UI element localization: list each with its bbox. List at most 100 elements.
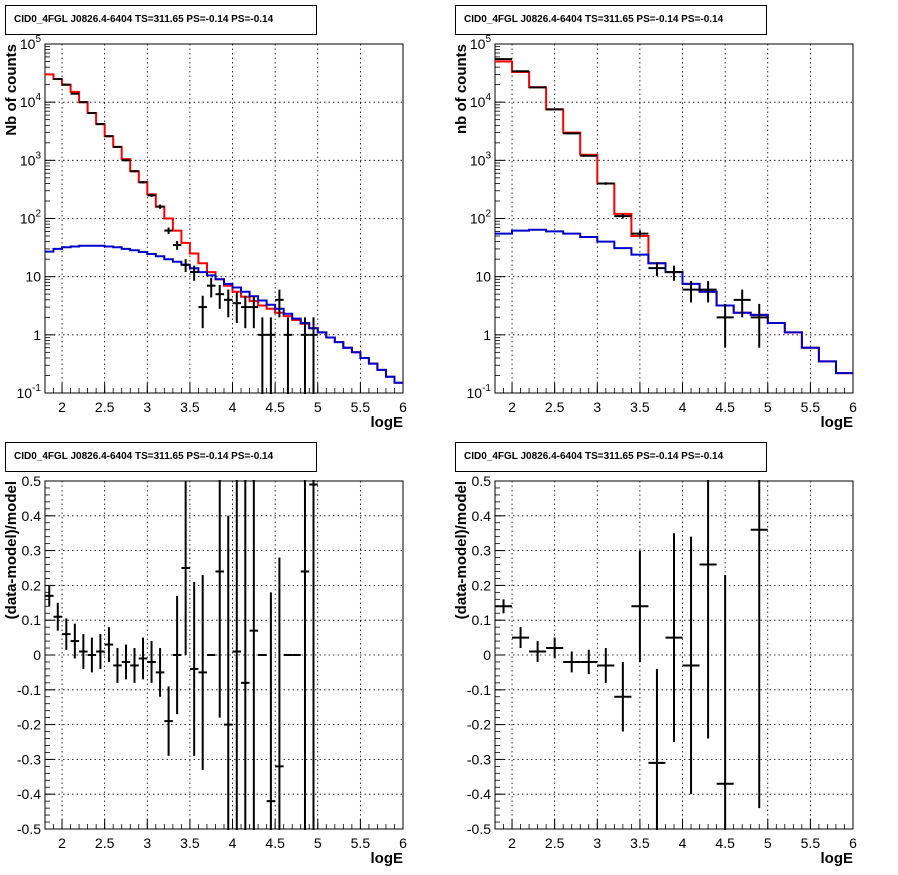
x-axis-label: logE	[371, 850, 404, 867]
y-tick-label: 0.1	[22, 612, 42, 628]
y-tick-label: 105	[470, 34, 492, 52]
data-point	[614, 213, 632, 219]
data-point	[104, 627, 114, 662]
data-point	[198, 574, 207, 770]
y-tick-label: 0.2	[22, 577, 42, 593]
panel-title-bottom-left: CID0_4FGL J0826.4-6404 TS=311.65 PS=-0.1…	[5, 442, 317, 472]
y-axis-label: (data-model)/model	[3, 481, 20, 619]
y-tick-label: -0.4	[467, 786, 491, 802]
data-point	[614, 661, 632, 732]
data-point	[172, 595, 182, 715]
data-point	[546, 637, 564, 659]
y-tick-label: -0.5	[467, 821, 491, 837]
y-axis-label: nb of counts	[453, 44, 470, 134]
x-tick-label: 3.5	[630, 835, 650, 851]
y-tick-label: -0.5	[17, 821, 41, 837]
data-point	[716, 303, 734, 348]
y-axis-label: (data-model)/model	[453, 481, 470, 619]
data-point	[283, 317, 293, 394]
x-tick-label: 5	[764, 835, 772, 851]
x-tick-label: 3	[593, 835, 601, 851]
y-tick-label: 0.4	[22, 508, 42, 524]
y-tick-label: -0.3	[17, 751, 41, 767]
y-tick-label: -0.2	[17, 717, 41, 733]
data-point	[147, 193, 156, 198]
data-point	[266, 592, 276, 830]
data-point	[181, 259, 190, 273]
data-point	[79, 101, 88, 104]
data-point	[580, 154, 598, 157]
y-tick-label: 0.5	[22, 473, 42, 489]
data-point	[164, 227, 173, 235]
y-tick-label: 0.2	[472, 577, 492, 593]
y-tick-label: 0	[483, 647, 491, 663]
x-tick-label: 2	[58, 399, 66, 415]
model-histogram-line	[45, 73, 403, 384]
data-point	[189, 581, 199, 756]
x-tick-label: 5	[314, 835, 322, 851]
data-point	[121, 644, 131, 680]
data-point	[198, 295, 207, 329]
data-point	[275, 557, 284, 830]
data-point	[249, 480, 259, 830]
data-point	[750, 480, 768, 809]
data-point	[241, 295, 250, 329]
y-tick-label: 104	[470, 92, 492, 110]
data-point	[682, 281, 700, 303]
data-point	[79, 634, 88, 669]
data-point	[45, 585, 54, 607]
data-point	[495, 599, 513, 614]
data-point	[563, 132, 581, 135]
data-point	[266, 317, 276, 394]
data-point	[130, 170, 139, 173]
x-tick-label: 4.5	[265, 835, 285, 851]
data-point	[300, 317, 310, 394]
x-tick-label: 6	[849, 399, 857, 415]
data-point	[206, 277, 216, 298]
chart-panel-0: 2 2.5 3 3.5 4 4.5 5 5.5 6 10-1 1 10 102 103 104 105 logE…	[3, 34, 407, 431]
data-point	[300, 480, 310, 830]
data-point	[138, 181, 148, 184]
data-point	[232, 480, 242, 830]
data-point	[155, 648, 165, 697]
y-tick-label: 0.3	[472, 543, 492, 559]
data-point	[241, 480, 250, 830]
data-point	[512, 627, 530, 649]
data-point	[172, 241, 182, 250]
data-point	[70, 623, 80, 659]
x-tick-label: 4.5	[715, 835, 735, 851]
data-point	[258, 317, 267, 394]
data-point	[631, 550, 649, 662]
data-point	[249, 295, 259, 329]
x-tick-label: 4	[229, 835, 237, 851]
data-point	[750, 303, 768, 348]
data-point	[138, 637, 148, 680]
x-tick-label: 2.5	[545, 399, 565, 415]
data-point	[147, 641, 156, 683]
y-tick-label: 0.3	[22, 543, 42, 559]
data-point	[113, 145, 122, 148]
y-tick-label: -0.3	[467, 751, 491, 767]
panel-title-bottom-right: CID0_4FGL J0826.4-6404 TS=311.65 PS=-0.1…	[455, 442, 767, 472]
data-point	[113, 648, 122, 683]
x-tick-label: 3	[593, 399, 601, 415]
x-axis-label: logE	[371, 414, 404, 431]
y-tick-label: 103	[470, 150, 492, 168]
data-point	[648, 668, 666, 830]
panel-title-top-right: CID0_4FGL J0826.4-6404 TS=311.65 PS=-0.1…	[455, 5, 767, 35]
model-histogram-line	[495, 228, 853, 375]
x-tick-label: 6	[399, 399, 407, 415]
data-point	[62, 618, 71, 650]
plot-frame	[44, 43, 404, 394]
x-tick-label: 5.5	[351, 835, 371, 851]
chart-panel-3: 2 2.5 3 3.5 4 4.5 5 5.5 6 -0.5 -0.4 -0.3 -0.2 -0.1 0 0.…	[453, 473, 857, 867]
data-point	[87, 112, 97, 115]
y-tick-label: -0.2	[467, 717, 491, 733]
data-point	[733, 289, 751, 318]
x-axis-label: logE	[821, 850, 854, 867]
data-point	[53, 602, 63, 631]
data-point	[275, 289, 284, 318]
x-tick-label: 6	[849, 835, 857, 851]
y-tick-label: -0.1	[467, 682, 491, 698]
